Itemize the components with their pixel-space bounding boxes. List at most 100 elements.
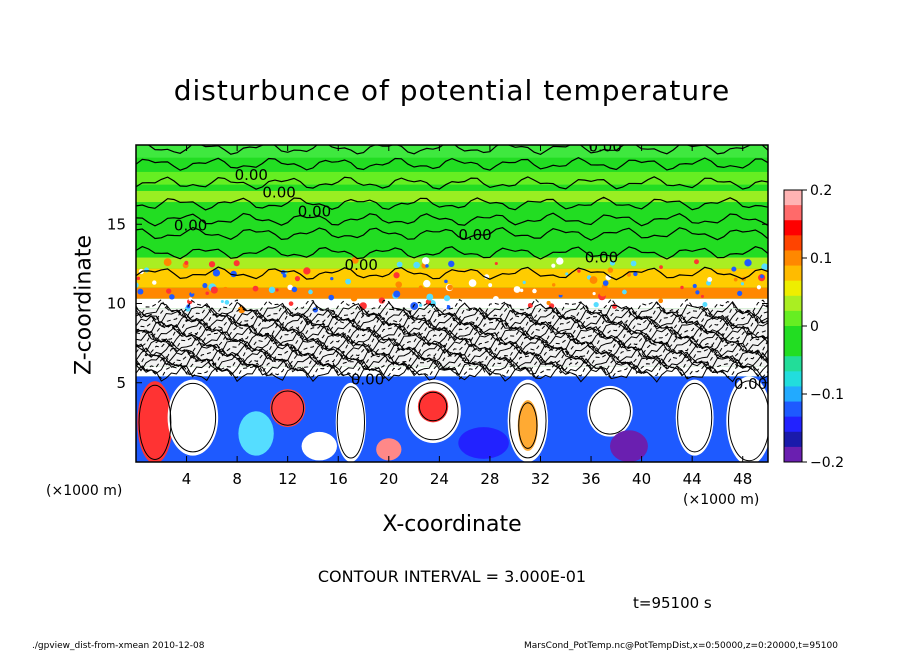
field-cell bbox=[607, 267, 614, 273]
field-cell bbox=[446, 305, 451, 310]
field-cell bbox=[208, 261, 216, 268]
x-tick-label: 28 bbox=[480, 470, 499, 488]
field-cell bbox=[422, 257, 430, 265]
field-cell bbox=[556, 257, 564, 265]
field-cell bbox=[448, 260, 455, 268]
contour-line bbox=[518, 402, 538, 449]
contour-label: 0.00 bbox=[174, 217, 207, 235]
contour-line bbox=[169, 382, 217, 453]
field-band bbox=[136, 145, 768, 158]
field-band bbox=[136, 268, 768, 288]
field-cell bbox=[694, 259, 699, 265]
field-cell bbox=[731, 266, 737, 272]
field-cell bbox=[627, 272, 632, 277]
heatmap-field bbox=[136, 145, 768, 462]
field-cell bbox=[238, 411, 274, 456]
field-cell bbox=[418, 285, 424, 290]
x-tick-label: 44 bbox=[683, 470, 702, 488]
field-cell bbox=[233, 260, 240, 267]
field-cell bbox=[137, 381, 173, 462]
field-band bbox=[136, 171, 768, 185]
field-cell bbox=[442, 304, 448, 309]
field-cell bbox=[163, 258, 172, 267]
field-cell bbox=[376, 438, 402, 461]
colorbar-label: 0 bbox=[810, 319, 819, 335]
field-cell bbox=[419, 303, 423, 307]
field-cell bbox=[345, 278, 352, 285]
contour-line bbox=[589, 387, 631, 435]
y-tick-label: 5 bbox=[116, 374, 126, 392]
contour-line bbox=[336, 386, 366, 459]
field-band bbox=[136, 190, 768, 203]
field-cell bbox=[468, 279, 477, 287]
x-tick-label: 20 bbox=[379, 470, 398, 488]
contour-label: 0.00 bbox=[585, 248, 618, 266]
field-cell bbox=[220, 299, 224, 303]
contour-line bbox=[728, 380, 768, 462]
x-tick-label: 32 bbox=[531, 470, 550, 488]
x-tick-label: 24 bbox=[430, 470, 449, 488]
field-cell bbox=[443, 295, 451, 302]
field-cell bbox=[479, 291, 484, 295]
field-cell bbox=[546, 300, 551, 306]
field-cell bbox=[587, 385, 633, 437]
field-cell bbox=[692, 283, 697, 289]
field-cell bbox=[733, 277, 738, 282]
field-cell bbox=[143, 267, 150, 273]
contour-line bbox=[136, 341, 768, 360]
field-cell bbox=[137, 288, 144, 295]
field-cell bbox=[633, 271, 638, 277]
contour-label: 0.00 bbox=[351, 370, 384, 388]
colorbar-segment bbox=[784, 310, 802, 327]
field-cell bbox=[202, 283, 208, 289]
colorbar-segment bbox=[784, 280, 802, 297]
field-cell bbox=[136, 276, 141, 281]
field-cell bbox=[602, 280, 609, 286]
field-cell bbox=[599, 288, 607, 297]
contour-labels: 0.000.000.000.000.000.000.000.000.00 0.00 bbox=[174, 145, 767, 393]
contour-line bbox=[136, 343, 768, 363]
contour-line bbox=[136, 176, 768, 190]
contour-line bbox=[136, 145, 768, 156]
field-cell bbox=[268, 286, 276, 294]
field-cell bbox=[413, 261, 420, 269]
y-tick-label: 15 bbox=[107, 215, 126, 233]
colorbar-segment bbox=[784, 220, 802, 236]
field-cell bbox=[287, 304, 293, 310]
x-tick-label: 4 bbox=[182, 470, 192, 488]
field-cell bbox=[205, 291, 209, 295]
field-cell bbox=[167, 379, 219, 456]
y-axis-ticks: 5 10 15 bbox=[107, 215, 768, 392]
contour-label: 0.00 bbox=[235, 166, 268, 184]
field-cell bbox=[393, 290, 401, 298]
field-cell bbox=[593, 301, 599, 308]
colorbar-segment bbox=[784, 326, 802, 342]
contour-line bbox=[136, 196, 768, 211]
contour-line bbox=[136, 300, 768, 320]
field-cell bbox=[611, 303, 617, 309]
field-cell bbox=[312, 307, 318, 313]
field-cell bbox=[561, 299, 566, 304]
field-cell bbox=[210, 286, 218, 294]
x-tick-label: 16 bbox=[329, 470, 348, 488]
field-cell bbox=[492, 295, 499, 302]
colorbar-segment bbox=[784, 250, 802, 267]
colorbar: 0.2 0.1 0 −0.1 −0.2 bbox=[783, 183, 844, 471]
x-tick-label: 48 bbox=[733, 470, 752, 488]
colorbar-label: −0.2 bbox=[810, 455, 844, 471]
field-cell bbox=[148, 291, 154, 296]
contour-line bbox=[136, 326, 768, 346]
field-cell bbox=[592, 292, 596, 296]
field-cell bbox=[169, 294, 175, 300]
field-cell bbox=[447, 284, 453, 291]
field-cell bbox=[393, 272, 400, 279]
x-axis-unit: (×1000 m) bbox=[683, 492, 760, 508]
field-cell bbox=[190, 290, 195, 294]
field-band bbox=[136, 298, 768, 309]
field-cell bbox=[350, 294, 358, 302]
contour-label: 0.00 bbox=[262, 183, 295, 201]
field-cell bbox=[294, 276, 301, 282]
field-cell bbox=[488, 283, 493, 288]
contour-lines bbox=[136, 145, 768, 462]
contour-label: 0.00 bbox=[458, 226, 491, 244]
